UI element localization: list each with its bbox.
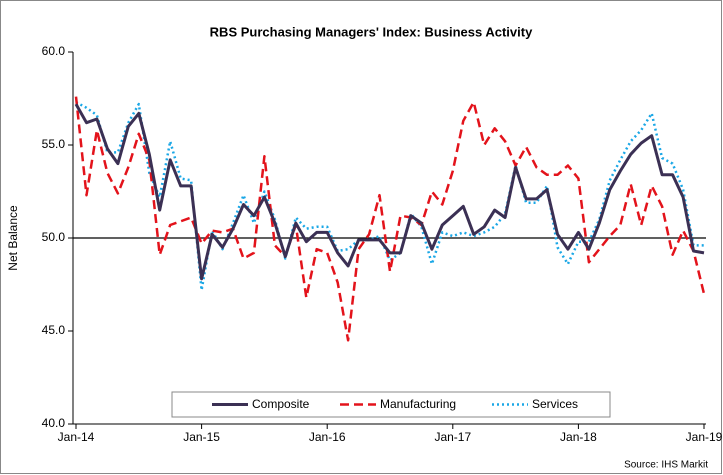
source: Source: IHS Markit xyxy=(624,460,708,471)
y-tick-label: 45.0 xyxy=(42,323,66,337)
x-tick-label: Jan-19 xyxy=(686,430,723,444)
legend-label: Manufacturing xyxy=(380,397,456,411)
y-tick-label: 55.0 xyxy=(42,137,66,151)
series-line xyxy=(74,103,705,281)
legend-label: Services xyxy=(532,397,578,411)
x-tick-label: Jan-16 xyxy=(309,430,346,444)
y-tick-label: 40.0 xyxy=(42,416,66,430)
y-tick-label: 50.0 xyxy=(42,230,66,244)
x-tick-label: Jan-17 xyxy=(434,430,471,444)
y-tick-label: 60.0 xyxy=(42,44,66,58)
chart-title: RBS Purchasing Managers' Index: Business… xyxy=(210,24,533,39)
x-tick-label: Jan-15 xyxy=(183,430,220,444)
y-axis-label: Net Balance xyxy=(6,205,20,271)
x-tick-label: Jan-14 xyxy=(58,430,95,444)
legend-label: Composite xyxy=(252,397,310,411)
x-tick-label: Jan-18 xyxy=(560,430,597,444)
